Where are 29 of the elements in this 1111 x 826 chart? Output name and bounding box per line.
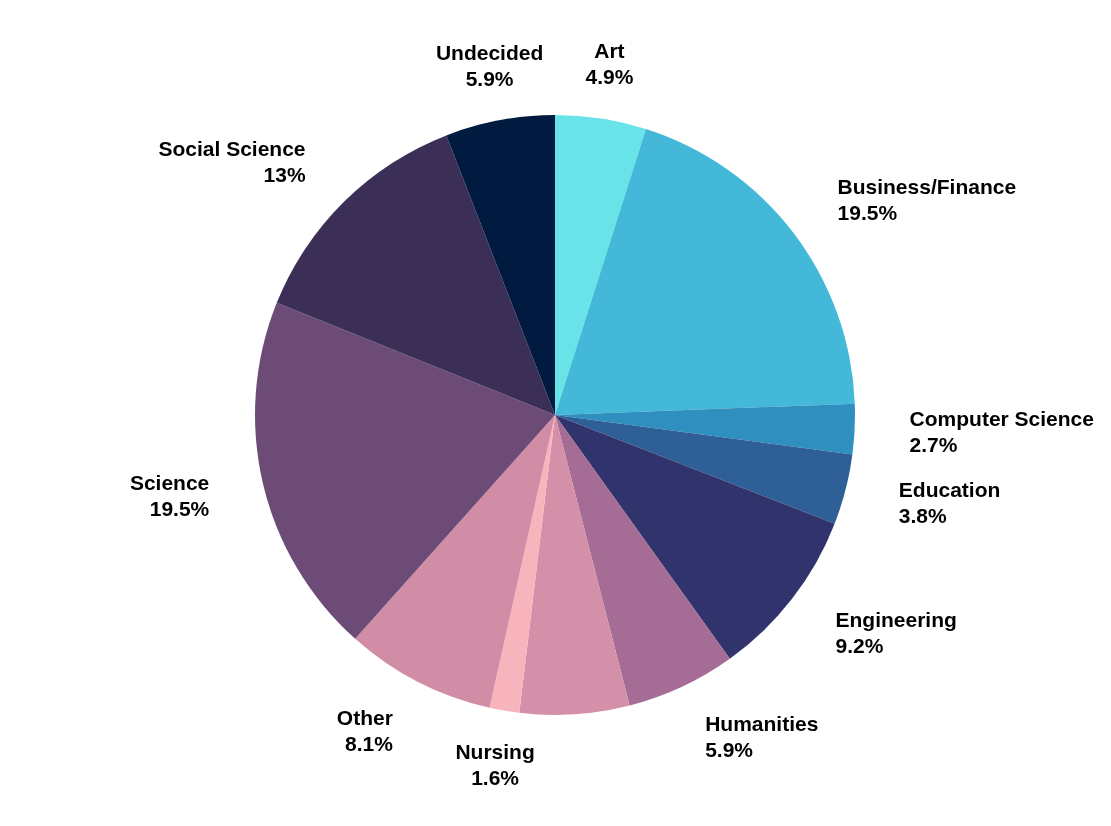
- pie-slice: [555, 115, 646, 415]
- data-label: 4.9%: [585, 65, 634, 89]
- data-label: 19.5%: [149, 496, 210, 520]
- slice-label: Undecided: [435, 41, 544, 65]
- pie-slice: [555, 415, 730, 706]
- slice-label: Science: [129, 470, 210, 494]
- slice-label: Education: [898, 478, 1001, 502]
- data-label: 1.6%: [471, 765, 520, 789]
- pie-slice: [555, 415, 835, 659]
- data-label: 9.2%: [835, 633, 884, 657]
- data-label: 2.7%: [909, 432, 958, 456]
- pie-slice: [489, 415, 555, 713]
- data-label: 3.8%: [898, 504, 948, 528]
- slice-label: Humanities: [705, 711, 819, 735]
- data-label: 5.9%: [465, 67, 514, 91]
- pie-slice: [555, 415, 853, 524]
- pie-slice: [446, 115, 555, 415]
- slice-label: Social Science: [158, 137, 306, 161]
- slice-label: Business/Finance: [837, 175, 1017, 199]
- slice-label: Computer Science: [909, 406, 1094, 430]
- data-label: 8.1%: [344, 731, 394, 755]
- slice-label: Nursing: [455, 739, 535, 763]
- pie-slice: [255, 302, 555, 639]
- data-label: 19.5%: [837, 201, 898, 225]
- slice-label: Other: [336, 705, 393, 729]
- data-label: 13%: [263, 163, 306, 187]
- data-label: 5.9%: [705, 737, 754, 761]
- slice-label: Engineering: [835, 607, 957, 631]
- slice-label: Art: [594, 39, 625, 63]
